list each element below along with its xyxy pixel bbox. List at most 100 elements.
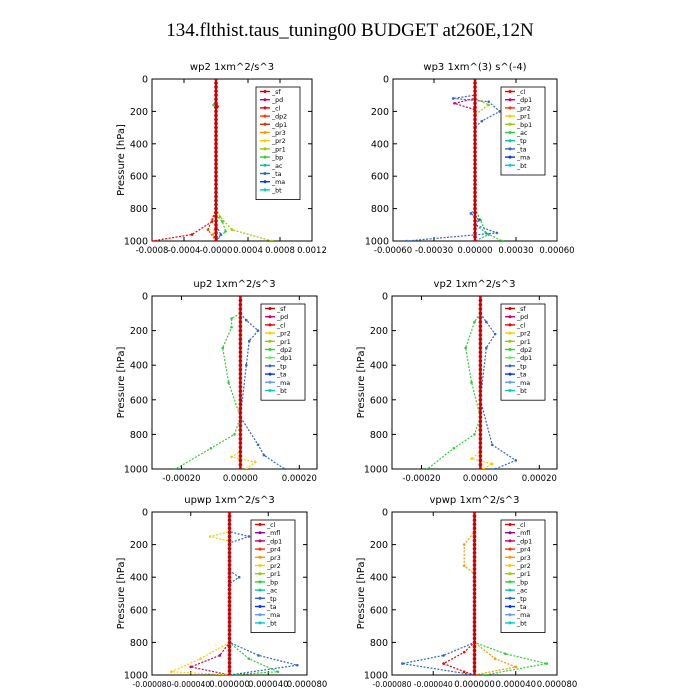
zero-profile-point bbox=[227, 644, 232, 649]
legend-entry: _pd bbox=[276, 314, 288, 321]
legend-entry: _pr4 bbox=[266, 547, 281, 554]
zero-profile-point bbox=[472, 673, 477, 675]
series-line-pr2 bbox=[229, 296, 257, 469]
zero-profile-point bbox=[478, 359, 483, 363]
zero-profile-point bbox=[478, 432, 483, 437]
legend-entry: _dp1 bbox=[516, 355, 532, 362]
zero-profile-point bbox=[227, 571, 232, 575]
zero-profile-point bbox=[478, 363, 483, 368]
legend: _cl_mfl_dp1_pr4_pr3_pr2_pr1_bp_ac_tp_ta_… bbox=[250, 519, 296, 633]
zero-profile-point bbox=[227, 587, 232, 592]
zero-profile-point bbox=[472, 648, 477, 653]
zero-profile-point bbox=[238, 415, 243, 419]
zero-profile-point bbox=[238, 354, 243, 359]
series-point-dp2 bbox=[209, 446, 213, 450]
zero-profile-point bbox=[472, 608, 477, 612]
series-line-ac bbox=[474, 79, 503, 241]
series-line-cl bbox=[442, 512, 476, 675]
legend-entry: _cl bbox=[266, 522, 276, 529]
zero-profile-point bbox=[238, 333, 243, 337]
zero-profile-point bbox=[472, 640, 477, 645]
zero-profile-point bbox=[473, 117, 477, 122]
zero-profile-point bbox=[473, 231, 477, 235]
x-tick-label: -0.0000 bbox=[200, 246, 233, 256]
x-tick-label: -0.00020 bbox=[162, 474, 200, 484]
zero-profile-point bbox=[473, 142, 477, 146]
series-point-bp bbox=[212, 103, 215, 107]
zero-profile-point bbox=[473, 113, 477, 118]
legend-entry: _ac bbox=[516, 588, 528, 595]
legend-marker bbox=[258, 613, 262, 617]
zero-profile-point bbox=[227, 648, 232, 653]
zero-profile-point bbox=[478, 354, 483, 359]
zero-profile-point bbox=[214, 178, 218, 183]
legend-entry: _bp1 bbox=[516, 122, 532, 129]
zero-profile-point bbox=[473, 198, 477, 203]
legend-entry: _cl bbox=[276, 322, 286, 329]
series-point-ta bbox=[405, 239, 408, 241]
plot-frame bbox=[391, 295, 558, 470]
zero-profile-point bbox=[473, 194, 477, 199]
chart-panel-3: up2 1xm^2/s^3 Pressure [hPa] 0 200 400 600 800… bbox=[116, 279, 318, 484]
legend-entry: _pr2 bbox=[266, 563, 281, 570]
legend-marker bbox=[508, 613, 512, 617]
series-point-ta bbox=[480, 119, 484, 123]
zero-profile-point bbox=[478, 372, 483, 376]
legend-marker bbox=[268, 339, 272, 343]
zero-profile-point bbox=[473, 121, 477, 126]
series-point-ta bbox=[487, 100, 490, 103]
zero-profile-point bbox=[238, 398, 243, 402]
zero-profile-point bbox=[238, 436, 243, 441]
series-point-ta bbox=[451, 97, 455, 100]
zero-profile-point bbox=[473, 235, 477, 239]
zero-profile-point bbox=[227, 522, 232, 527]
legend-box bbox=[500, 303, 546, 401]
zero-profile-point bbox=[478, 333, 483, 337]
series-line-dp1 bbox=[188, 512, 231, 675]
y-tick-label: 400 bbox=[370, 361, 388, 372]
zero-profile-point bbox=[473, 137, 477, 142]
series-point-tp bbox=[237, 575, 241, 579]
series-point-dp2 bbox=[230, 317, 233, 320]
series-point-cl bbox=[152, 239, 154, 241]
x-tick-label: 0.000080 bbox=[537, 680, 578, 690]
legend-marker bbox=[258, 621, 262, 625]
y-axis-label: Pressure [hPa] bbox=[116, 558, 127, 630]
zero-profile-point bbox=[478, 441, 483, 445]
legend-entry: _ta bbox=[516, 146, 527, 153]
zero-profile-point bbox=[227, 616, 232, 620]
legend-entry: _pr2 bbox=[516, 105, 531, 112]
zero-profile-point bbox=[238, 359, 243, 363]
zero-profile-point bbox=[473, 97, 477, 102]
series-point-ta bbox=[469, 212, 473, 215]
x-tick-label: 0.00060 bbox=[539, 246, 574, 256]
y-tick-label: 800 bbox=[370, 430, 388, 441]
y-tick-label: 0 bbox=[142, 75, 148, 86]
zero-profile-point bbox=[238, 298, 243, 303]
legend: _sf_pd_cl _dp2_dp1_pr3_pr2_pr1 _bp_ac_ta_m… bbox=[255, 86, 301, 200]
y-tick-label: 1000 bbox=[124, 465, 148, 476]
zero-profile-point bbox=[472, 550, 477, 555]
series-point-cl bbox=[462, 650, 466, 654]
series-point-tp bbox=[401, 662, 404, 665]
x-tick-label: 0.00000 bbox=[457, 246, 492, 256]
zero-profile-point bbox=[478, 406, 483, 411]
y-tick-label: 800 bbox=[130, 430, 148, 441]
legend-entry: _sf bbox=[271, 89, 281, 96]
zero-profile-point bbox=[472, 612, 477, 616]
zero-profile-point bbox=[472, 526, 477, 531]
zero-profile-point bbox=[238, 410, 243, 415]
legend-marker bbox=[263, 139, 267, 143]
zero-profile-point bbox=[472, 530, 477, 535]
zero-profile-point bbox=[227, 603, 232, 608]
zero-profile-point bbox=[238, 307, 243, 311]
zero-profile-point bbox=[227, 518, 232, 522]
legend-entry: _dp2 bbox=[276, 347, 292, 354]
y-tick-label: 600 bbox=[371, 172, 389, 183]
zero-profile-point bbox=[478, 393, 483, 398]
series-point-ac bbox=[501, 239, 504, 241]
zero-profile-point bbox=[238, 380, 243, 385]
x-tick-label: 0.0004 bbox=[233, 246, 263, 256]
series-line-bp1 bbox=[474, 79, 490, 241]
zero-profile-point bbox=[473, 223, 477, 227]
